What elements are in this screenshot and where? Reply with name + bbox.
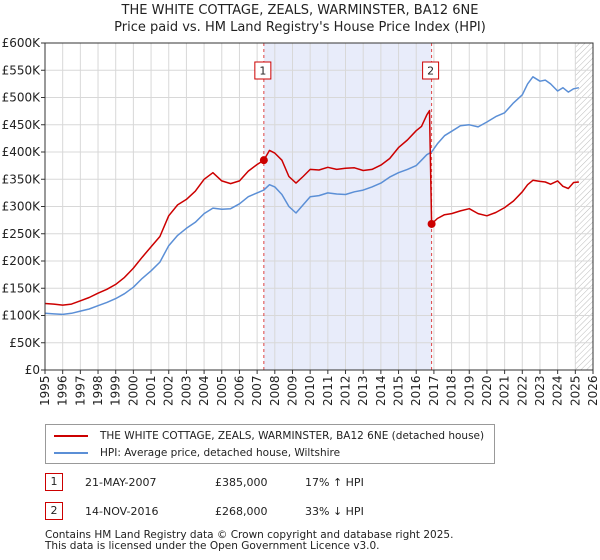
marker-label-box: 2 xyxy=(422,61,440,80)
transaction-price: £268,000 xyxy=(215,505,268,518)
y-tick-label: £300K xyxy=(2,200,42,214)
y-tick-label: £400K xyxy=(2,145,42,159)
x-tick-label: 1998 xyxy=(91,375,105,406)
chart-subtitle: Price paid vs. HM Land Registry's House … xyxy=(114,20,486,35)
legend-label-hpi: HPI: Average price, detached house, Wilt… xyxy=(100,447,341,459)
chart-title: THE WHITE COTTAGE, ZEALS, WARMINSTER, BA… xyxy=(121,3,479,18)
sale-point xyxy=(427,219,436,228)
x-tick-label: 2017 xyxy=(427,375,441,406)
x-tick-label: 2013 xyxy=(356,375,370,406)
transaction-number: 1 xyxy=(45,473,63,491)
transaction-date: 14-NOV-2016 xyxy=(85,505,159,518)
y-tick-label: £100K xyxy=(2,309,42,323)
x-tick-label: 2006 xyxy=(232,375,246,406)
x-tick-label: 2003 xyxy=(179,375,193,406)
marker-label-box: 1 xyxy=(254,61,272,80)
x-tick-label: 2004 xyxy=(197,375,211,406)
legend-label-property: THE WHITE COTTAGE, ZEALS, WARMINSTER, BA… xyxy=(100,430,485,442)
x-tick-label: 2023 xyxy=(533,375,547,406)
transaction-hpi-delta: 33% ↓ HPI xyxy=(305,505,364,518)
legend-swatch-red xyxy=(54,435,88,437)
legend-item-property: THE WHITE COTTAGE, ZEALS, WARMINSTER, BA… xyxy=(54,428,484,444)
transaction-price: £385,000 xyxy=(215,476,268,489)
y-tick-label: £550K xyxy=(2,63,42,77)
y-tick-label: £500K xyxy=(2,91,42,105)
marker-box xyxy=(422,61,440,80)
price-chart: THE WHITE COTTAGE, ZEALS, WARMINSTER, BA… xyxy=(2,3,600,406)
x-tick-label: 2010 xyxy=(303,375,317,406)
x-tick-label: 2002 xyxy=(162,375,176,406)
marker-box xyxy=(254,61,272,80)
legend-swatch-blue xyxy=(54,452,88,454)
x-tick-label: 2024 xyxy=(551,375,565,406)
x-tick-label: 2007 xyxy=(250,375,264,406)
property-price-line xyxy=(44,109,579,306)
marker-number: 1 xyxy=(259,65,266,78)
y-tick-label: £150K xyxy=(2,281,42,295)
transaction-date: 21-MAY-2007 xyxy=(85,476,157,489)
transaction-number: 2 xyxy=(45,502,63,520)
x-tick-label: 2014 xyxy=(374,375,388,406)
x-tick-label: 2001 xyxy=(144,375,158,406)
transaction-hpi-delta: 17% ↑ HPI xyxy=(305,476,364,489)
footer-licence: This data is licensed under the Open Gov… xyxy=(45,540,380,552)
x-tick-label: 2008 xyxy=(268,375,282,406)
y-tick-label: £50K xyxy=(9,336,41,350)
x-tick-label: 2015 xyxy=(392,375,406,406)
x-tick-label: 1999 xyxy=(109,375,123,406)
x-tick-label: 2022 xyxy=(515,375,529,406)
x-tick-label: 2019 xyxy=(462,375,476,406)
x-tick-label: 2011 xyxy=(321,375,335,406)
y-tick-label: £350K xyxy=(2,172,42,186)
x-tick-label: 2016 xyxy=(409,375,423,406)
x-tick-label: 2025 xyxy=(568,375,582,406)
x-tick-label: 2026 xyxy=(586,375,600,406)
x-tick-label: 1997 xyxy=(73,375,87,406)
legend-item-hpi: HPI: Average price, detached house, Wilt… xyxy=(54,445,340,461)
y-tick-label: £0 xyxy=(25,363,40,377)
footer: Contains HM Land Registry data © Crown c… xyxy=(45,530,453,552)
footer-copyright: Contains HM Land Registry data © Crown c… xyxy=(45,529,454,541)
x-tick-label: 2000 xyxy=(126,375,140,406)
x-tick-label: 1996 xyxy=(56,375,70,406)
y-tick-label: £200K xyxy=(2,254,42,268)
x-tick-label: 2021 xyxy=(498,375,512,406)
x-tick-label: 2012 xyxy=(339,375,353,406)
y-tick-label: £250K xyxy=(2,227,42,241)
y-tick-label: £600K xyxy=(2,36,42,50)
sale-point xyxy=(259,156,268,165)
x-tick-label: 2018 xyxy=(445,375,459,406)
legend: THE WHITE COTTAGE, ZEALS, WARMINSTER, BA… xyxy=(45,424,495,464)
x-tick-label: 1995 xyxy=(38,375,52,406)
x-tick-label: 2005 xyxy=(215,375,229,406)
hpi-line xyxy=(44,76,580,316)
x-tick-label: 2020 xyxy=(480,375,494,406)
x-tick-label: 2009 xyxy=(285,375,299,406)
marker-number: 2 xyxy=(427,65,434,78)
y-tick-label: £450K xyxy=(2,118,42,132)
